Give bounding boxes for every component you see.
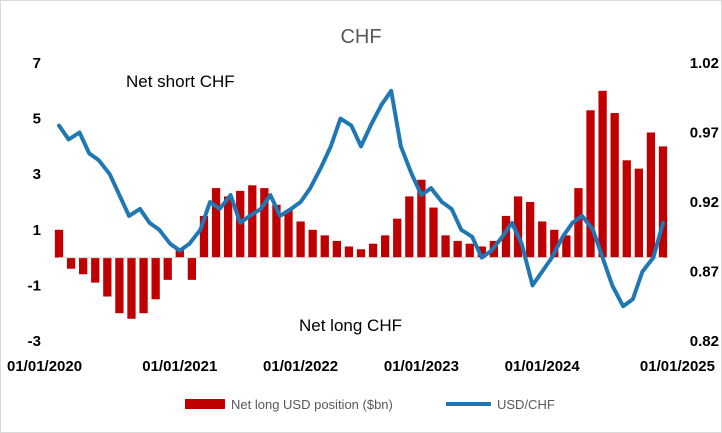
bar — [417, 179, 426, 258]
x-tick-label: 01/01/2025 — [640, 358, 715, 375]
bar — [175, 249, 184, 258]
bar — [139, 257, 148, 314]
bar — [562, 235, 571, 258]
y-left-tick-label: -1 — [28, 277, 41, 294]
x-tick-label: 01/01/2021 — [142, 358, 217, 375]
y-right-tick-label: 0.82 — [690, 333, 719, 350]
bar — [248, 185, 257, 258]
x-tick-label: 01/01/2024 — [505, 358, 581, 375]
bar — [453, 240, 462, 258]
right-axis-ticks: 1.02 0.97 0.92 0.87 0.82 — [690, 55, 719, 350]
bar — [441, 235, 450, 258]
y-right-tick-label: 0.87 — [690, 264, 719, 281]
left-axis-ticks: 7 5 3 1 -1 -3 — [28, 55, 41, 350]
annotation-net-long: Net long CHF — [299, 316, 402, 335]
bar — [610, 113, 619, 258]
bar — [187, 257, 197, 280]
bar — [66, 257, 76, 269]
bar — [284, 210, 293, 258]
bar — [393, 218, 402, 258]
y-left-tick-label: 5 — [33, 111, 41, 128]
bar — [151, 257, 160, 300]
y-left-tick-label: 7 — [33, 55, 41, 72]
bar — [199, 215, 209, 258]
bar — [634, 168, 643, 258]
bar — [513, 196, 523, 258]
chart-title: CHF — [340, 26, 381, 48]
y-left-tick-label: 1 — [33, 222, 41, 239]
bar — [320, 235, 329, 258]
bar — [429, 207, 438, 258]
y-right-tick-label: 0.92 — [690, 194, 719, 211]
bar — [574, 188, 583, 258]
legend-bar-label: Net long USD position ($bn) — [231, 397, 393, 412]
bar — [332, 240, 341, 258]
bar — [54, 229, 64, 258]
bar — [465, 243, 474, 258]
bar — [79, 257, 88, 275]
bar — [550, 229, 559, 258]
bar — [103, 257, 112, 297]
bar — [368, 243, 378, 258]
legend: Net long USD position ($bn) USD/CHF — [185, 397, 555, 412]
bar — [658, 146, 668, 258]
bar — [381, 235, 390, 258]
bar — [538, 221, 547, 258]
bar-series — [54, 90, 668, 319]
y-right-tick-label: 1.02 — [690, 55, 719, 72]
x-tick-label: 01/01/2023 — [384, 358, 459, 375]
bar — [525, 202, 535, 258]
annotation-net-short: Net short CHF — [126, 72, 235, 91]
bar — [308, 229, 317, 258]
x-tick-label: 01/01/2020 — [7, 358, 82, 375]
x-axis-ticks: 01/01/2020 01/01/2021 01/01/2022 01/01/2023… — [7, 358, 715, 375]
bar — [646, 132, 656, 258]
bar — [356, 249, 366, 258]
x-tick-label: 01/01/2022 — [263, 358, 338, 375]
usdchf-line — [57, 88, 665, 309]
bar — [211, 188, 221, 258]
bar — [405, 196, 414, 258]
bar — [272, 204, 281, 258]
bar — [501, 215, 511, 258]
bar — [223, 196, 233, 258]
bar — [622, 160, 631, 258]
y-left-tick-label: -3 — [28, 333, 41, 350]
bar — [477, 246, 486, 258]
bar — [127, 257, 136, 319]
bar — [586, 110, 595, 258]
bar — [260, 188, 269, 258]
bar — [163, 257, 172, 280]
bar — [598, 90, 607, 258]
legend-line-label: USD/CHF — [497, 397, 555, 412]
y-right-tick-label: 0.97 — [690, 125, 719, 142]
bar — [296, 221, 305, 258]
bar — [115, 257, 124, 314]
bar — [344, 246, 354, 258]
y-left-tick-label: 3 — [33, 166, 41, 183]
legend-bar-swatch — [185, 399, 225, 409]
bar — [91, 257, 100, 283]
